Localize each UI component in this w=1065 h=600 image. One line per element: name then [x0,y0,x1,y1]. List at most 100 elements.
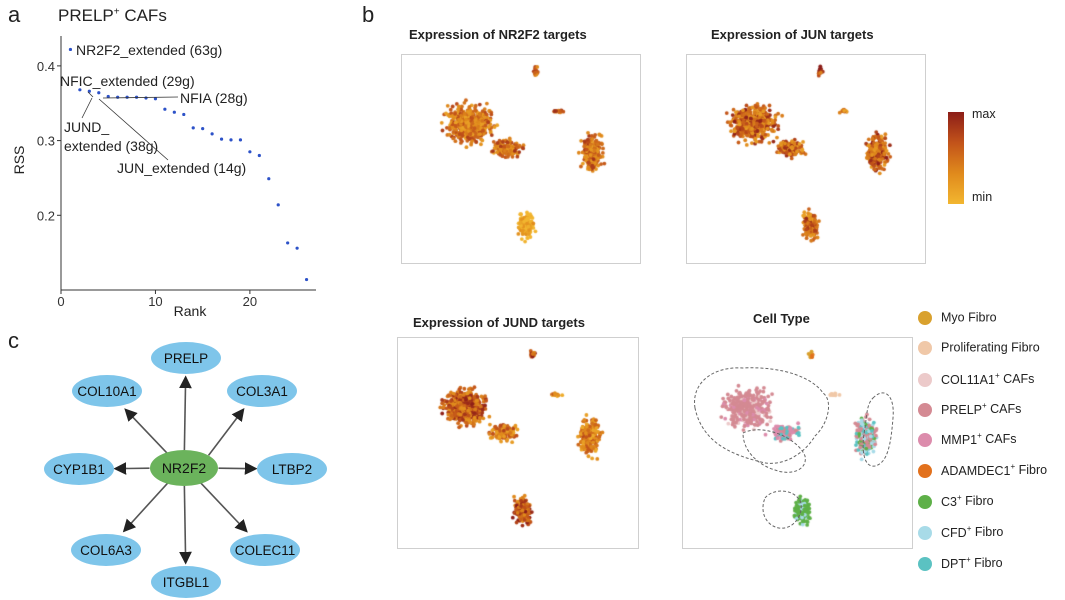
legend-swatch [918,432,932,447]
legend-sup: + [982,401,987,410]
rss-x-tick-label: 10 [148,294,162,309]
network-edge [179,375,192,451]
legend-swatch [918,494,932,509]
rss-x-tick-label: 0 [57,294,64,309]
rss-point [116,95,120,99]
rss-point [68,47,73,52]
umap-nr2f2-scatter [402,55,640,263]
rss-point [78,88,82,92]
rss-x-axis-label: Rank [174,303,208,319]
network-node-label: LTBP2 [272,462,312,477]
network-node [71,534,141,566]
legend-label: Proliferating Fibro [941,340,1040,355]
rss-plot-title-main: PRELP [58,6,114,25]
legend-tail: Fibro [971,525,1004,540]
cluster-outlines [694,367,894,529]
colorbar [948,112,964,204]
legend-swatch [918,556,932,571]
rss-point [267,177,271,181]
rss-point [153,97,158,101]
regulatory-network: NR2F2 PRELP COL3A1 LTBP2 COLEC11 ITGBL1 COL6A3… [44,342,327,598]
rss-annotation-label: NFIA (28g) [180,90,248,106]
rss-point [295,246,299,250]
legend-item: MMP1+ CAFs [918,431,1017,447]
rss-point [172,110,176,114]
umap-jund-panel [397,337,639,549]
legend-label: PRELP [941,402,982,417]
cluster-outline-prelp [694,367,830,464]
rss-plot-title: PRELP+ CAFs [58,6,167,26]
umap-jund-title: Expression of JUND targets [413,315,585,330]
rss-point [182,112,186,117]
rss-point [219,137,224,141]
legend-sup: + [977,431,982,440]
network-edge [122,480,171,533]
network-node [257,453,327,485]
legend-item: Proliferating Fibro [918,340,1040,355]
rss-point [210,132,214,136]
rss-y-tick-label: 0.4 [37,59,55,74]
network-edge [207,407,245,456]
network-node [227,375,297,407]
rss-annotation-label: extended (38g) [64,138,158,154]
rss-annotation-leader [102,96,179,99]
legend-item: Myo Fibro [918,310,997,325]
umap-celltype-panel [682,337,913,549]
network-edge [218,462,258,475]
panel-letter-a: a [8,2,21,27]
rss-point [248,150,252,154]
rss-point [106,94,110,99]
legend-item: PRELP+ CAFs [918,401,1021,417]
legend-swatch [918,463,932,478]
rss-point [229,138,233,142]
rss-y-axis-label: RSS [11,146,27,175]
colorbar-min-label: min [972,190,993,204]
legend-sup: + [966,555,971,564]
legend-label: MMP1 [941,432,978,447]
legend-swatch [918,402,932,417]
legend-tail: Fibro [1015,463,1048,478]
rss-y-tick-label: 0.2 [37,208,55,223]
legend-swatch [918,310,932,325]
rss-annotation-label: JUND_ [64,119,109,135]
rss-annotation-label: NFIC_extended (29g) [60,73,195,89]
umap-jun-scatter [687,55,925,263]
network-edge [124,408,170,456]
legend-label: Myo Fibro [941,310,997,325]
legend-swatch [918,340,932,355]
network-edge [198,480,248,533]
network-node [44,453,114,485]
network-node-label: COL10A1 [77,384,136,399]
rss-y-tick-label: 0.3 [37,134,55,149]
network-node-label: COLEC11 [235,543,296,558]
legend-label: CFD [941,525,967,540]
network-node-label: COL3A1 [236,384,288,399]
rss-point [238,138,243,142]
network-node [72,375,142,407]
legend-swatch [918,372,932,387]
legend-swatch [918,525,932,540]
rss-point [163,107,167,111]
rss-rank-plot: 0.2 0.3 0.4 0 10 20 NR2F2_extended (63g) NFIC_… [11,36,316,319]
umap-jun-panel [686,54,926,264]
rss-annotation-leader [87,91,94,98]
network-node [151,566,221,598]
legend-tail: CAFs [999,372,1035,387]
rss-point [97,91,101,95]
rss-point [276,203,280,207]
rss-point [125,95,129,99]
rss-point [257,153,261,158]
umap-jun-title: Expression of JUN targets [711,27,874,42]
legend-sup: + [994,371,1000,380]
legend-label: COL11A1 [941,372,995,387]
rss-point [286,241,290,245]
legend-label: DPT [941,556,966,571]
legend-sup: + [956,493,962,502]
umap-nr2f2-title: Expression of NR2F2 targets [409,27,587,42]
legend-item: C3+ Fibro [918,493,994,509]
network-node-center [150,450,218,486]
network-node [151,342,221,374]
network-edge [179,485,192,565]
umap-nr2f2-panel [401,54,641,264]
umap-celltype-scatter [683,338,912,548]
